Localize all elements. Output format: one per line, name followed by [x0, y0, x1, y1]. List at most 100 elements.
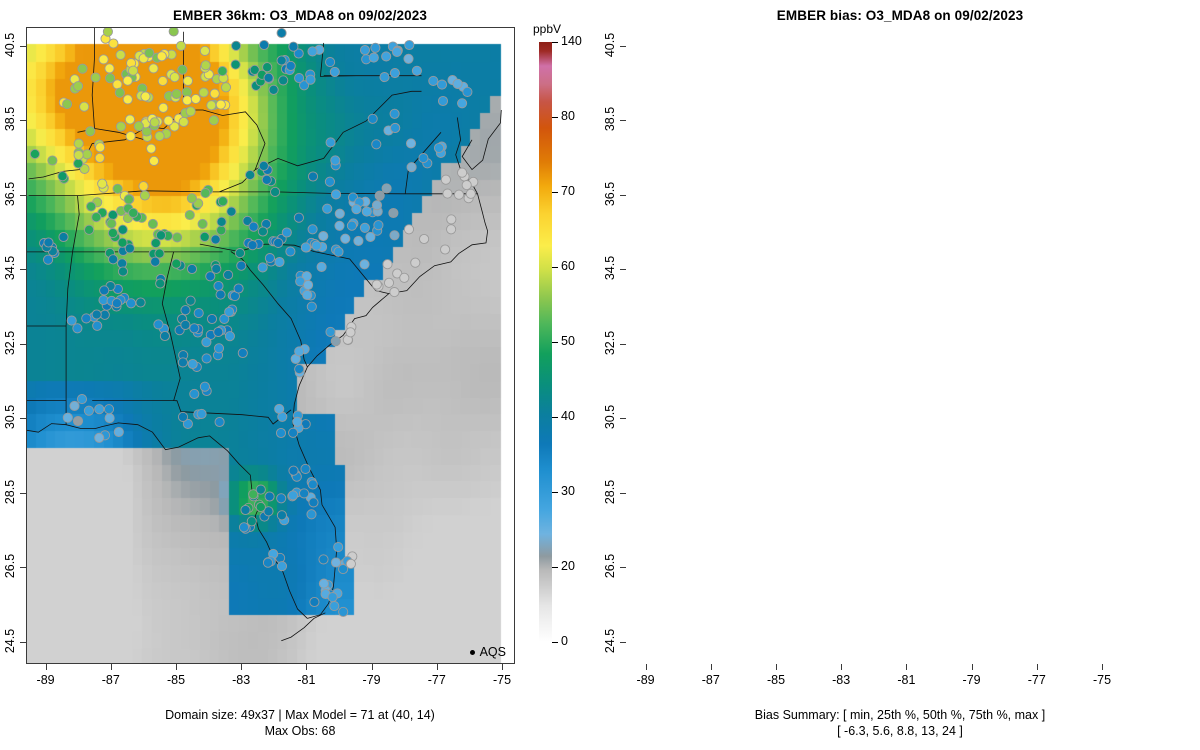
aqs-site-marker[interactable] [288, 427, 299, 438]
aqs-site-marker[interactable] [440, 244, 451, 255]
aqs-site-marker[interactable] [403, 53, 414, 64]
aqs-site-marker[interactable] [206, 313, 218, 325]
aqs-site-marker[interactable] [371, 200, 383, 211]
aqs-site-marker[interactable] [373, 220, 384, 231]
aqs-site-marker[interactable] [117, 224, 128, 235]
aqs-site-marker[interactable] [177, 357, 188, 368]
aqs-site-marker[interactable] [103, 404, 115, 415]
aqs-site-marker[interactable] [208, 115, 219, 126]
aqs-site-marker[interactable] [461, 180, 472, 191]
aqs-site-marker[interactable] [262, 557, 274, 568]
aqs-site-marker[interactable] [307, 224, 318, 235]
aqs-site-marker[interactable] [247, 240, 258, 251]
aqs-site-marker[interactable] [157, 75, 168, 87]
aqs-site-marker[interactable] [226, 206, 237, 217]
aqs-site-marker[interactable] [122, 75, 133, 86]
aqs-site-marker[interactable] [288, 465, 299, 476]
aqs-site-marker[interactable] [79, 101, 90, 112]
aqs-site-marker[interactable] [263, 506, 274, 517]
aqs-site-marker[interactable] [199, 231, 210, 242]
aqs-site-marker[interactable] [187, 358, 198, 370]
aqs-site-marker[interactable] [381, 51, 392, 62]
aqs-site-marker[interactable] [81, 313, 92, 324]
aqs-site-marker[interactable] [330, 155, 341, 166]
aqs-site-marker[interactable] [307, 46, 318, 57]
aqs-site-marker[interactable] [338, 564, 349, 575]
aqs-site-marker[interactable] [359, 222, 370, 233]
aqs-site-marker[interactable] [153, 319, 164, 330]
aqs-site-marker[interactable] [175, 40, 187, 51]
aqs-site-marker[interactable] [105, 73, 116, 84]
aqs-site-marker[interactable] [306, 509, 317, 520]
aqs-site-marker[interactable] [135, 297, 146, 308]
model-map-plot[interactable]: AQS [26, 27, 515, 664]
aqs-site-marker[interactable] [168, 28, 179, 37]
aqs-site-marker[interactable] [86, 201, 97, 212]
aqs-site-marker[interactable] [370, 42, 381, 53]
aqs-site-marker[interactable] [457, 98, 468, 109]
aqs-site-marker[interactable] [185, 295, 196, 306]
aqs-site-marker[interactable] [182, 95, 193, 106]
aqs-site-marker[interactable] [285, 60, 296, 71]
aqs-site-marker[interactable] [345, 327, 356, 338]
aqs-site-marker[interactable] [246, 516, 257, 527]
aqs-site-marker[interactable] [359, 259, 370, 270]
aqs-site-marker[interactable] [433, 142, 445, 154]
aqs-site-marker[interactable] [318, 554, 329, 565]
aqs-site-marker[interactable] [353, 235, 364, 246]
aqs-site-marker[interactable] [148, 155, 160, 166]
aqs-site-marker[interactable] [391, 46, 403, 57]
aqs-site-marker[interactable] [453, 189, 465, 200]
aqs-site-marker[interactable] [182, 75, 193, 86]
aqs-site-marker[interactable] [92, 320, 103, 331]
aqs-site-marker[interactable] [351, 204, 362, 215]
aqs-site-marker[interactable] [186, 263, 198, 275]
aqs-site-marker[interactable] [138, 181, 149, 192]
aqs-site-marker[interactable] [281, 227, 292, 238]
aqs-site-marker[interactable] [428, 75, 439, 86]
aqs-site-marker[interactable] [144, 47, 155, 59]
aqs-site-marker[interactable] [112, 183, 123, 194]
aqs-site-marker[interactable] [185, 106, 196, 117]
aqs-site-marker[interactable] [248, 221, 259, 232]
aqs-site-marker[interactable] [154, 248, 165, 259]
aqs-site-marker[interactable] [43, 237, 54, 248]
aqs-site-marker[interactable] [276, 493, 287, 504]
aqs-site-marker[interactable] [276, 510, 287, 521]
aqs-site-marker[interactable] [236, 260, 247, 271]
aqs-site-marker[interactable] [437, 95, 449, 107]
aqs-site-marker[interactable] [146, 143, 157, 154]
aqs-site-marker[interactable] [106, 218, 117, 229]
aqs-site-marker[interactable] [29, 148, 40, 160]
aqs-site-marker[interactable] [382, 259, 393, 270]
aqs-site-marker[interactable] [367, 113, 378, 124]
aqs-site-marker[interactable] [193, 308, 204, 319]
aqs-site-marker[interactable] [124, 114, 136, 125]
aqs-site-marker[interactable] [278, 75, 289, 86]
aqs-site-marker[interactable] [275, 427, 287, 439]
aqs-site-marker[interactable] [462, 86, 473, 97]
aqs-site-marker[interactable] [270, 186, 281, 197]
aqs-site-marker[interactable] [200, 188, 211, 199]
aqs-site-marker[interactable] [115, 49, 126, 60]
aqs-site-marker[interactable] [128, 207, 139, 218]
aqs-site-marker[interactable] [177, 411, 189, 422]
aqs-site-marker[interactable] [345, 558, 356, 569]
aqs-site-marker[interactable] [217, 196, 228, 207]
aqs-site-marker[interactable] [201, 353, 212, 364]
aqs-site-marker[interactable] [293, 212, 304, 223]
aqs-site-marker[interactable] [285, 246, 296, 257]
aqs-site-marker[interactable] [404, 39, 415, 51]
aqs-site-marker[interactable] [334, 220, 345, 231]
aqs-site-marker[interactable] [334, 208, 345, 219]
aqs-site-marker[interactable] [139, 190, 150, 201]
aqs-site-marker[interactable] [219, 313, 230, 324]
aqs-site-marker[interactable] [258, 160, 269, 171]
aqs-site-marker[interactable] [293, 48, 304, 59]
aqs-site-marker[interactable] [196, 408, 207, 419]
aqs-site-marker[interactable] [113, 426, 124, 438]
aqs-site-marker[interactable] [330, 557, 342, 568]
aqs-site-marker[interactable] [95, 142, 106, 153]
aqs-site-marker[interactable] [389, 287, 400, 298]
aqs-site-marker[interactable] [91, 309, 102, 320]
